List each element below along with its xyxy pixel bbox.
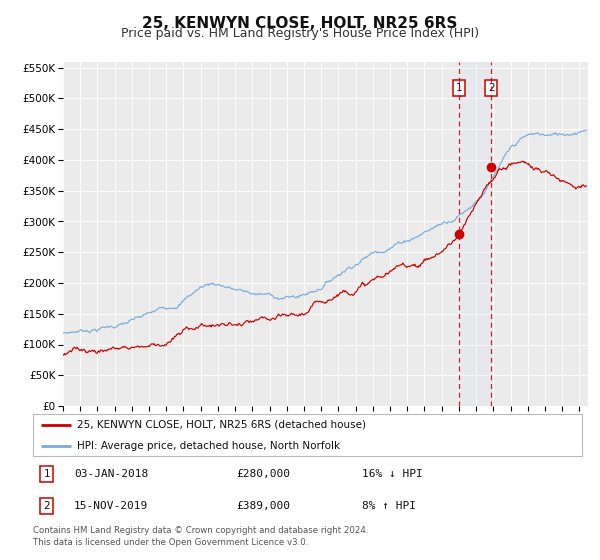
Text: HPI: Average price, detached house, North Norfolk: HPI: Average price, detached house, Nort… — [77, 441, 340, 451]
Text: 8% ↑ HPI: 8% ↑ HPI — [362, 501, 416, 511]
Text: 1: 1 — [456, 83, 463, 93]
Text: 2: 2 — [43, 501, 50, 511]
Text: £280,000: £280,000 — [236, 469, 290, 479]
Text: 2: 2 — [488, 83, 494, 93]
Text: Price paid vs. HM Land Registry's House Price Index (HPI): Price paid vs. HM Land Registry's House … — [121, 27, 479, 40]
Text: 15-NOV-2019: 15-NOV-2019 — [74, 501, 148, 511]
Text: 16% ↓ HPI: 16% ↓ HPI — [362, 469, 423, 479]
Text: £389,000: £389,000 — [236, 501, 290, 511]
Text: 25, KENWYN CLOSE, HOLT, NR25 6RS: 25, KENWYN CLOSE, HOLT, NR25 6RS — [142, 16, 458, 31]
Text: 1: 1 — [43, 469, 50, 479]
Text: 03-JAN-2018: 03-JAN-2018 — [74, 469, 148, 479]
Bar — [459, 62, 491, 406]
Text: 25, KENWYN CLOSE, HOLT, NR25 6RS (detached house): 25, KENWYN CLOSE, HOLT, NR25 6RS (detach… — [77, 420, 366, 430]
Text: Contains HM Land Registry data © Crown copyright and database right 2024.
This d: Contains HM Land Registry data © Crown c… — [33, 526, 368, 547]
